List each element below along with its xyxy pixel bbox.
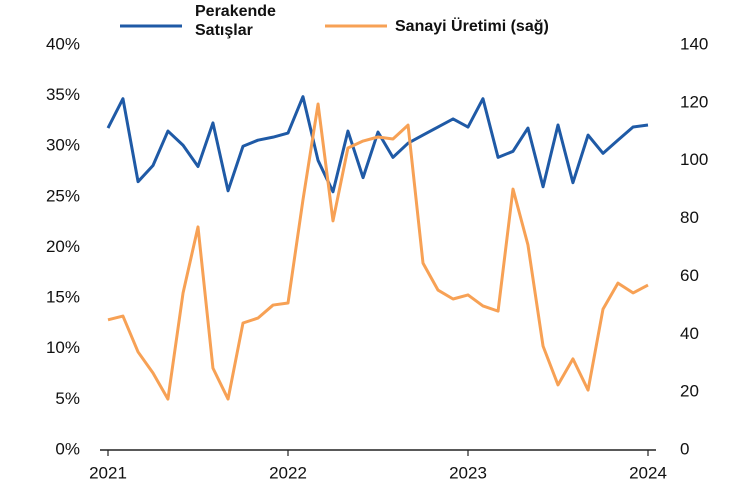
y2-tick-label: 40	[680, 324, 699, 343]
y2-tick-label: 120	[680, 92, 708, 111]
y2-tick-label: 20	[680, 382, 699, 401]
y2-tick-label: 80	[680, 208, 699, 227]
y-tick-label: 25%	[46, 186, 80, 205]
legend-label: Sanayi Üretimi (sağ)	[395, 18, 549, 35]
y-tick-label: 0%	[55, 439, 80, 458]
x-tick-label: 2023	[449, 463, 487, 482]
series-line	[107, 102, 649, 401]
y-tick-label: 40%	[46, 34, 80, 53]
y-tick-label: 20%	[46, 237, 80, 256]
x-tick-label: 2021	[89, 463, 127, 482]
y2-tick-label: 0	[680, 439, 689, 458]
y2-tick-label: 140	[680, 34, 708, 53]
x-tick-label: 2024	[629, 463, 667, 482]
series-line	[106, 95, 649, 194]
y-tick-label: 30%	[46, 136, 80, 155]
y-tick-label: 15%	[46, 288, 80, 307]
legend-label: Perakende Satışlar	[195, 3, 276, 39]
y2-tick-label: 100	[680, 150, 708, 169]
y2-tick-label: 60	[680, 266, 699, 285]
y-tick-label: 35%	[46, 85, 80, 104]
y-tick-label: 10%	[46, 338, 80, 357]
y-tick-label: 5%	[55, 389, 80, 408]
x-tick-label: 2022	[269, 463, 307, 482]
